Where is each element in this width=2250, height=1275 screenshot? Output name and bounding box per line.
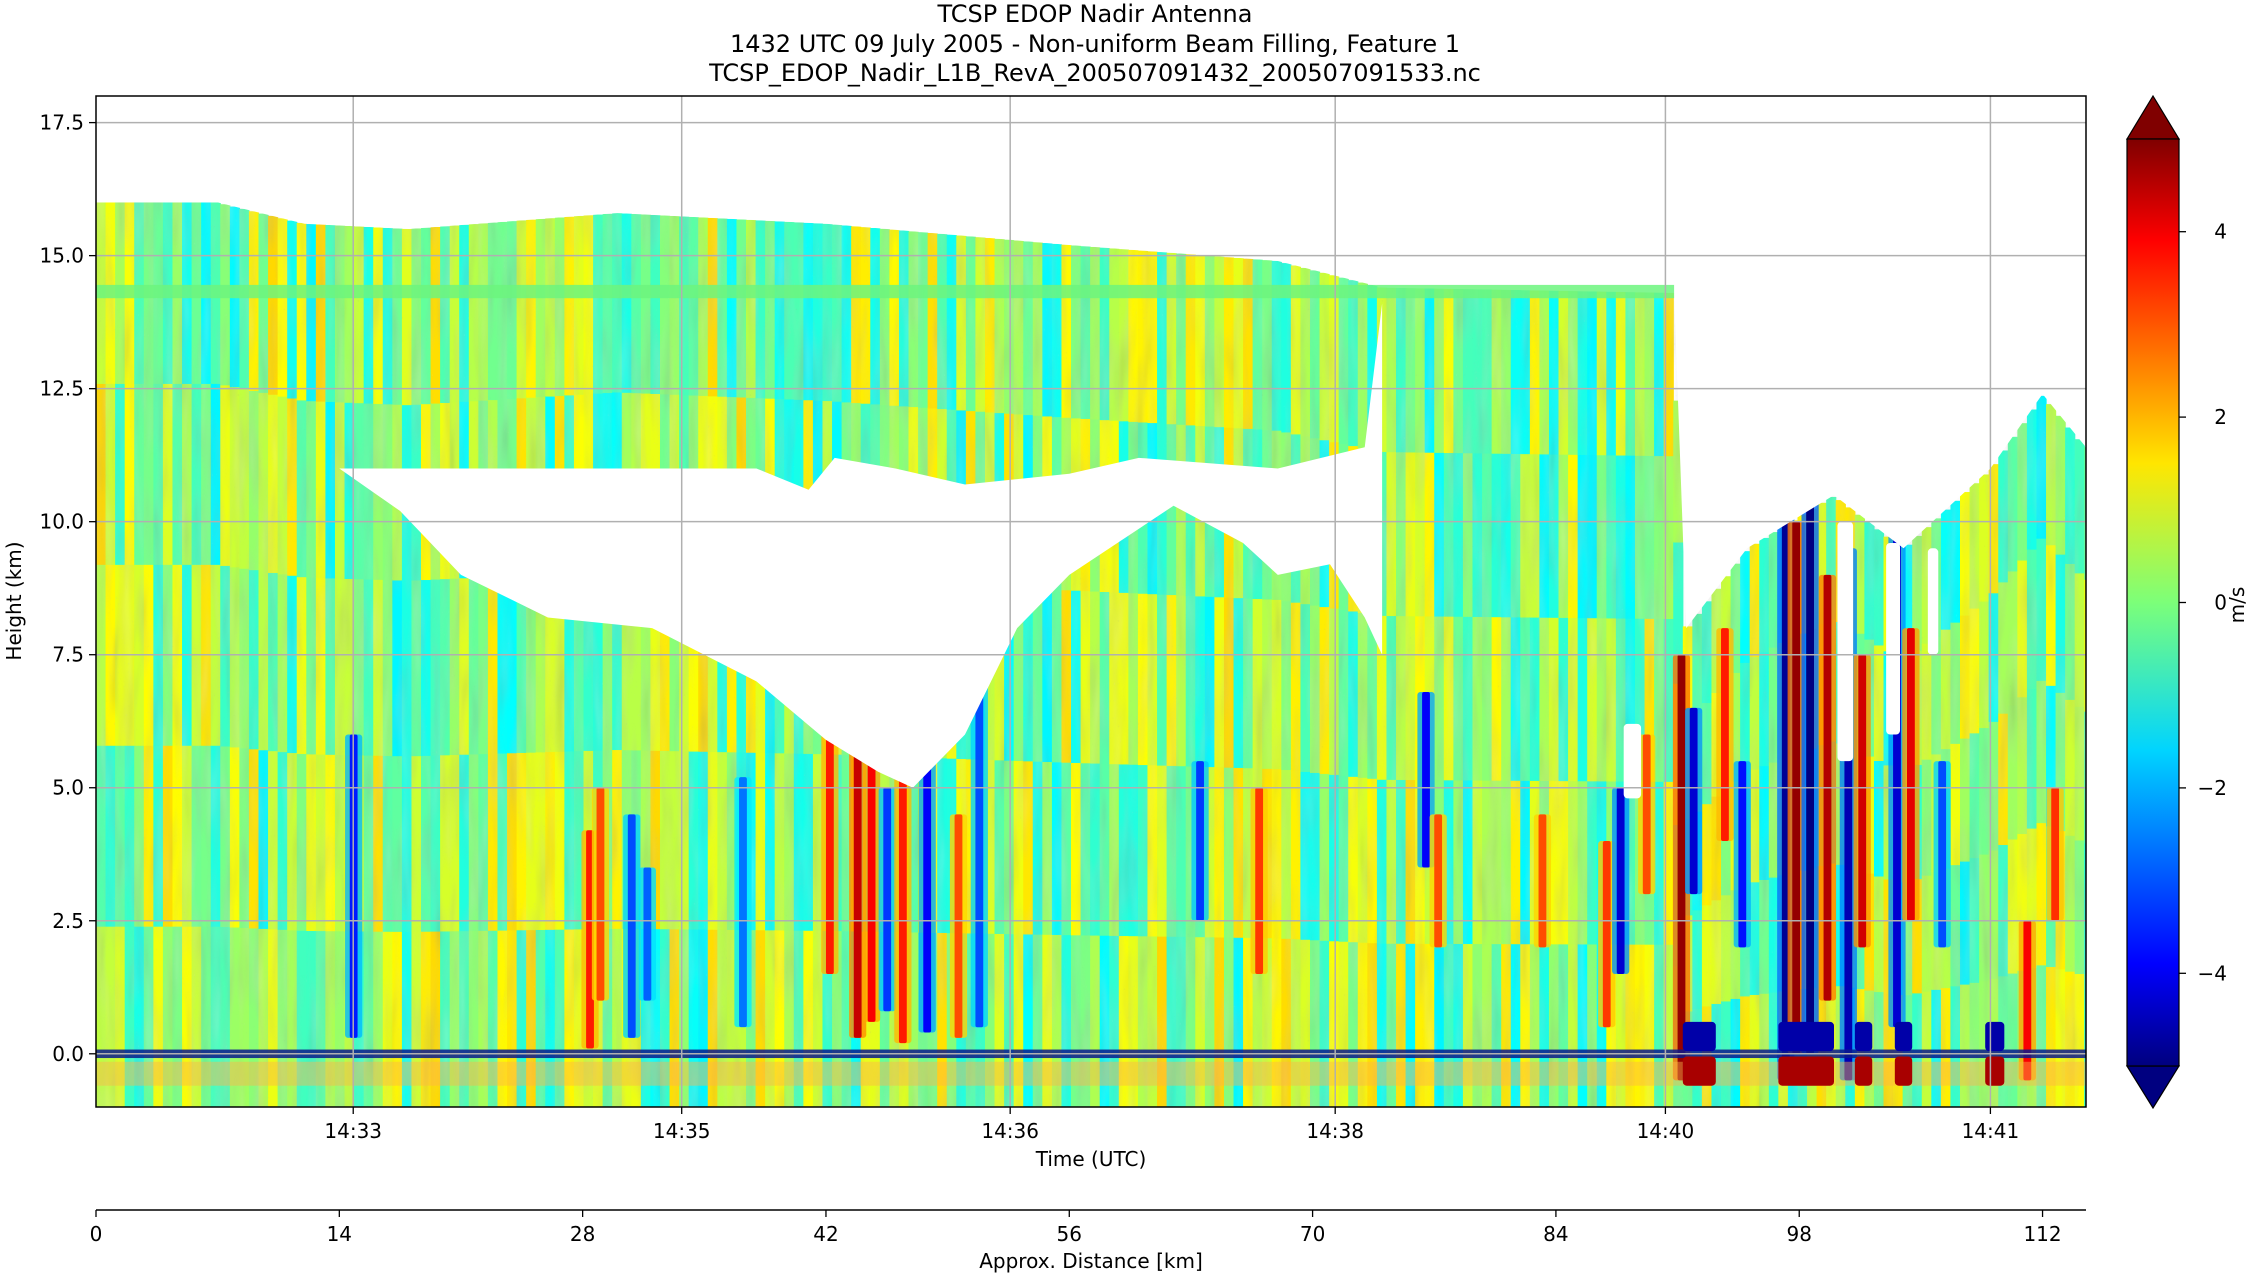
anvil-layer-strand — [96, 284, 1675, 299]
x-tick-label: 14:38 — [1306, 1119, 1364, 1143]
velocity-streak — [627, 814, 636, 1038]
surface-echo-mirror — [96, 1061, 2086, 1086]
y-tick-label: 0.0 — [52, 1042, 84, 1066]
y-tick-label: 7.5 — [52, 643, 84, 667]
velocity-streak — [1602, 840, 1611, 1028]
distance-tick-label: 56 — [1057, 1222, 1082, 1246]
y-axis-label: Height (km) — [2, 541, 26, 660]
velocity-streak — [1738, 761, 1747, 948]
velocity-streak — [1434, 814, 1443, 948]
plot-frame — [95, 95, 2087, 1108]
colorbar-tick-label: 0 — [2214, 591, 2227, 615]
distance-tick-label: 0 — [90, 1222, 103, 1246]
distance-tick-label: 112 — [2023, 1222, 2061, 1246]
clear-air-gap — [339, 303, 1383, 788]
velocity-streak — [1721, 628, 1729, 841]
distance-tick-label: 42 — [813, 1222, 838, 1246]
y-tick-label: 15.0 — [39, 244, 84, 268]
echo-gap — [1623, 723, 1642, 799]
colorbar: −4 −2 0 2 4 — [2125, 94, 2227, 1110]
velocity-streak — [1616, 787, 1625, 974]
y-tick-label: 10.0 — [39, 510, 84, 534]
echo-gap — [1886, 542, 1901, 735]
velocity-streak — [1422, 691, 1430, 868]
surface-echo-blob — [1778, 1021, 1834, 1052]
x-tick-label: 14:40 — [1637, 1119, 1695, 1143]
surface-echo-blob — [1894, 1021, 1913, 1052]
y-tick-label: 12.5 — [39, 377, 84, 401]
distance-tick-label: 84 — [1543, 1222, 1568, 1246]
surface-echo-blob — [1985, 1021, 2005, 1052]
echo-gap — [1837, 521, 1854, 762]
x-tick-label: 14:33 — [324, 1119, 382, 1143]
surface-echo-blob — [1682, 1056, 1716, 1086]
velocity-streak — [1689, 707, 1698, 895]
velocity-streak — [1858, 654, 1867, 948]
colorbar-tick-label: 2 — [2214, 405, 2227, 429]
chart-title-line-3: TCSP_EDOP_Nadir_L1B_RevA_200507091432_20… — [709, 59, 1481, 87]
y-tick-label: 17.5 — [39, 111, 84, 135]
grid-lines — [96, 96, 2086, 1107]
y-axis: 0.0 2.5 5.0 7.5 10.0 12.5 15.0 17.5 — [39, 111, 96, 1066]
surface-echo-blob — [1854, 1021, 1873, 1052]
distance-tick-label: 28 — [570, 1222, 595, 1246]
colorbar-extend-min — [2125, 1065, 2181, 1110]
surface-echo-blob — [1894, 1056, 1913, 1086]
clear-air-above-echo — [96, 96, 2086, 629]
velocity-streak — [1677, 654, 1686, 1081]
x-tick-label: 14:35 — [653, 1119, 711, 1143]
colorbar-tick-label: −4 — [2198, 961, 2227, 985]
velocity-streak — [1196, 761, 1204, 921]
chart-title-line-1: TCSP EDOP Nadir Antenna — [937, 0, 1253, 28]
echo-gap — [1927, 548, 1939, 655]
colorbar-label: m/s — [2225, 587, 2249, 624]
colorbar-tick-label: −2 — [2198, 776, 2227, 800]
velocity-streak — [2051, 787, 2060, 921]
velocity-streak — [1538, 814, 1547, 948]
chart-title-line-2: 1432 UTC 09 July 2005 - Non-uniform Beam… — [729, 30, 1461, 58]
no-echo-regions — [96, 96, 2086, 799]
velocity-streak — [1255, 787, 1264, 974]
distance-tick-label: 70 — [1300, 1222, 1325, 1246]
velocity-streak — [883, 787, 892, 1012]
colorbar-extend-max — [2125, 94, 2181, 140]
distance-axis: 0 14 28 42 56 70 84 98 112 — [90, 1209, 2086, 1246]
velocity-streak — [739, 777, 747, 1028]
velocity-streak — [975, 638, 984, 1028]
velocity-streak — [898, 761, 907, 1044]
y-tick-label: 5.0 — [52, 776, 84, 800]
velocity-streak — [1806, 500, 1814, 1054]
distance-axis-label: Approx. Distance [km] — [979, 1249, 1203, 1273]
velocity-streak — [954, 814, 963, 1038]
velocity-streak — [643, 867, 652, 1001]
distance-tick-label: 14 — [327, 1222, 352, 1246]
colorbar-gradient — [2126, 138, 2180, 1067]
velocity-streak — [596, 787, 605, 1001]
x-tick-label: 14:41 — [1962, 1119, 2020, 1143]
velocity-streak — [2023, 920, 2032, 1081]
velocity-streaks — [345, 500, 2064, 1081]
surface-echo-blob — [1778, 1056, 1834, 1086]
time-axis: 14:33 14:35 14:36 14:38 14:40 14:41 — [324, 1107, 2019, 1143]
surface-echo-blob — [1854, 1056, 1873, 1086]
velocity-streak — [825, 734, 834, 974]
x-axis-label: Time (UTC) — [1035, 1147, 1147, 1171]
velocity-streak — [1938, 761, 1947, 948]
velocity-streak — [867, 745, 876, 1022]
colorbar-tick-label: 4 — [2214, 220, 2227, 244]
x-tick-label: 14:36 — [981, 1119, 1039, 1143]
velocity-streak — [1906, 628, 1915, 921]
surface-echo-blob — [1682, 1021, 1716, 1052]
velocity-streak — [1642, 734, 1651, 895]
surface-echo-blob — [1985, 1056, 2005, 1086]
y-tick-label: 2.5 — [52, 909, 84, 933]
velocity-streak — [923, 734, 932, 1033]
distance-tick-label: 98 — [1787, 1222, 1812, 1246]
plot-area — [96, 96, 2086, 1107]
